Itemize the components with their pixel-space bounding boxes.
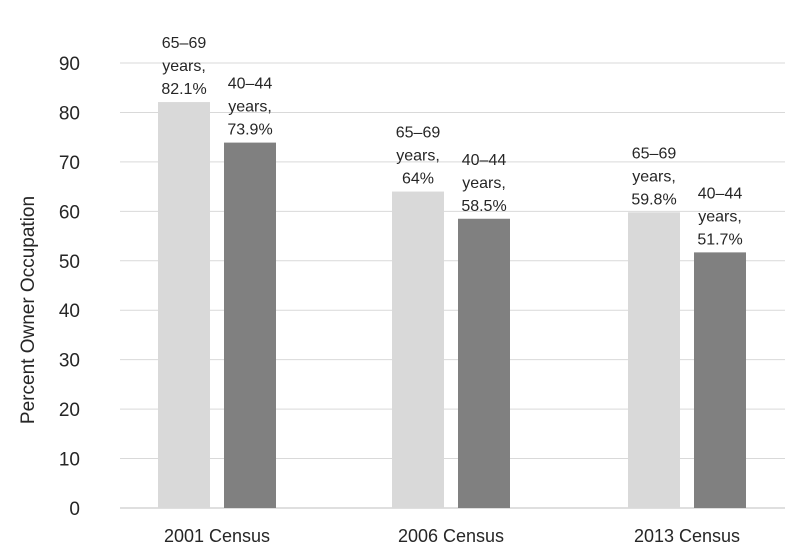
data-label-line: 65–69 <box>632 145 677 162</box>
y-tick-label: 60 <box>59 202 80 223</box>
y-tick-label: 80 <box>59 103 80 124</box>
y-axis-tick-labels: 0 10 20 30 40 50 60 70 80 90 <box>59 54 80 520</box>
bar <box>694 252 746 508</box>
x-category-label: 2013 Census <box>634 526 740 546</box>
y-axis-title: Percent Owner Occupation <box>18 196 39 424</box>
data-label: 65–69 years, 59.8% <box>631 145 676 208</box>
data-label-line: years, <box>632 168 676 185</box>
bar <box>392 191 444 509</box>
data-label-line: 40–44 <box>698 185 743 202</box>
y-tick-label: 70 <box>59 153 80 174</box>
y-tick-label: 10 <box>59 450 80 471</box>
data-label-line: years, <box>462 175 506 192</box>
data-label: 40–44 years, 73.9% <box>227 76 272 139</box>
data-label: 40–44 years, 58.5% <box>461 152 506 215</box>
data-label: 40–44 years, 51.7% <box>697 185 742 248</box>
data-label-line: 51.7% <box>697 231 742 248</box>
data-label-line: 64% <box>402 171 434 188</box>
y-tick-label: 50 <box>59 252 80 273</box>
data-label-line: 58.5% <box>461 198 506 215</box>
data-label-line: years, <box>396 148 440 165</box>
bars <box>158 102 746 509</box>
bar <box>628 212 680 509</box>
data-label: 65–69 years, 82.1% <box>161 35 206 98</box>
y-tick-label: 0 <box>69 499 80 520</box>
x-category-label: 2006 Census <box>398 526 504 546</box>
data-labels: 65–69 years, 82.1% 40–44 years, 73.9% 65–69 yea… <box>161 35 742 248</box>
data-label-line: years, <box>228 99 272 116</box>
gridlines <box>120 62 785 509</box>
y-tick-label: 30 <box>59 351 80 372</box>
y-tick-label: 90 <box>59 54 80 75</box>
x-category-label: 2001 Census <box>164 526 270 546</box>
data-label-line: 82.1% <box>161 81 206 98</box>
data-label-line: 65–69 <box>162 35 207 52</box>
data-label: 65–69 years, 64% <box>396 125 441 188</box>
y-tick-label: 40 <box>59 301 80 322</box>
data-label-line: 40–44 <box>228 76 273 93</box>
data-label-line: 73.9% <box>227 122 272 139</box>
data-label-line: years, <box>162 58 206 75</box>
data-label-line: 40–44 <box>462 152 507 169</box>
y-tick-label: 20 <box>59 400 80 421</box>
data-label-line: years, <box>698 208 742 225</box>
data-label-line: 65–69 <box>396 125 441 142</box>
bar <box>158 102 210 509</box>
bar <box>224 142 276 508</box>
data-label-line: 59.8% <box>631 191 676 208</box>
bar <box>458 218 510 508</box>
x-axis-category-labels: 2001 Census 2006 Census 2013 Census <box>164 526 740 546</box>
